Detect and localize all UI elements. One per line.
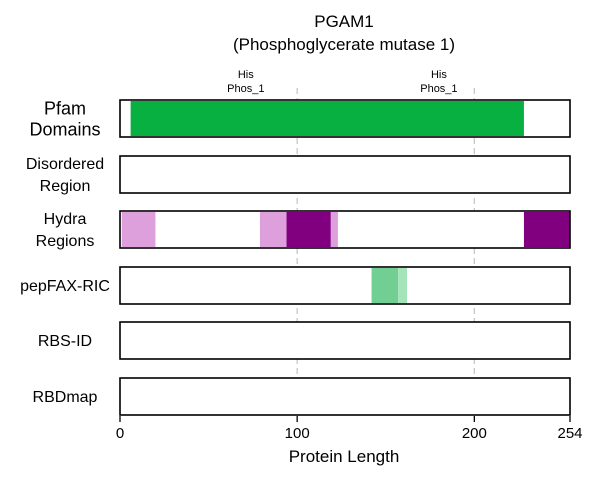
track-background [120,378,570,415]
gridlines [296,88,475,415]
track-label: Domains [29,119,100,139]
track-label: Regions [36,233,95,250]
track-label: Region [40,178,91,195]
track-background [120,156,570,193]
domain-annotation: Phos_1 [227,83,264,95]
track-5: RBDmap [33,377,571,416]
track-border [119,210,571,249]
domain-annotation: His [431,69,447,81]
track-segment [371,268,399,303]
track-border [119,155,571,194]
x-axis: 0 100 200 254 [116,416,583,442]
track-segment [259,212,287,247]
x-tick-label: 100 [285,425,310,442]
track-segment [286,212,331,247]
chart-title: PGAM1 [314,12,374,31]
x-tick-label: 254 [557,425,582,442]
track-label: pepFAX-RIC [20,278,110,295]
track-label: RBS-ID [38,333,92,350]
domain-annotation: His [238,69,254,81]
track-label: Hydra [44,211,87,228]
track-label: Pfam [44,98,86,118]
domain-annotation: Phos_1 [420,83,457,95]
x-tick-label: 200 [462,425,487,442]
track-border [119,377,571,416]
x-axis-label: Protein Length [289,447,400,466]
track-background [120,211,570,248]
track-background [120,322,570,359]
track-segment [330,212,338,247]
chart-subtitle: (Phosphoglycerate mutase 1) [233,35,455,54]
track-1: Disordered Region [26,155,571,195]
track-segment [398,268,408,303]
x-tick-label: 0 [116,425,124,442]
track-border [119,321,571,360]
track-3: pepFAX-RIC [20,266,571,305]
track-border [119,99,571,138]
track-label: Disordered [26,156,104,173]
track-2: Hydra Regions [36,210,571,250]
track-background [120,267,570,304]
track-segment [130,101,524,136]
track-segment [523,212,570,247]
track-label: RBDmap [33,389,98,406]
track-4: RBS-ID [38,321,571,360]
track-border [119,266,571,305]
track-segment [121,212,156,247]
